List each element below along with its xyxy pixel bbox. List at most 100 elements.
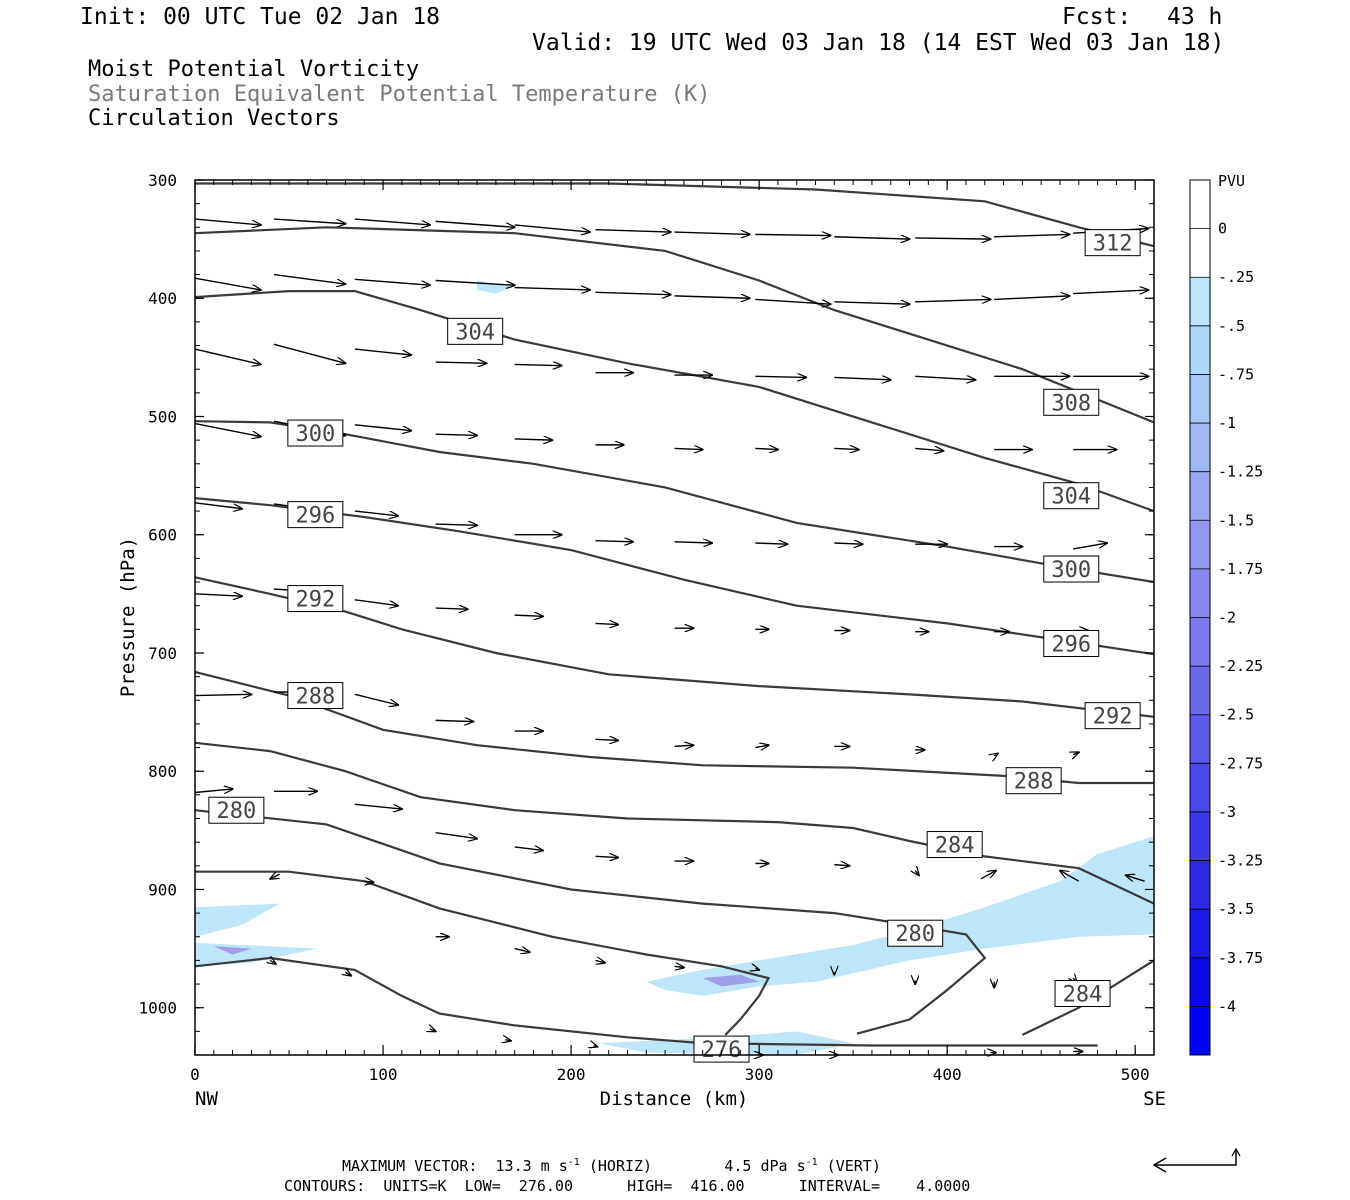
x-tick-label: 100 <box>369 1065 398 1084</box>
colorbar-label: -2.25 <box>1218 657 1263 675</box>
colorbar-label: -3 <box>1218 803 1236 821</box>
x-tick-label: 300 <box>745 1065 774 1084</box>
circulation-arrow <box>435 608 468 609</box>
colorbar-label: -2 <box>1218 609 1236 627</box>
circulation-arrow <box>595 541 634 542</box>
circulation-arrow <box>435 524 477 525</box>
max-vector-mid: (HORIZ) 4.5 dPa s <box>579 1157 806 1175</box>
circulation-arrow <box>834 302 909 304</box>
colorbar-swatch <box>1190 909 1210 959</box>
y-tick-label: 300 <box>148 171 177 190</box>
y-tick-label: 600 <box>148 526 177 545</box>
circulation-arrow <box>364 881 373 882</box>
contour-label-box <box>1043 482 1100 510</box>
contour-line-280 <box>194 809 987 1035</box>
circulation-arrow <box>595 230 671 232</box>
colorbar-label: -1 <box>1218 414 1236 432</box>
forecast-hours: 43 h <box>1167 4 1223 30</box>
contour-label-box <box>287 419 344 447</box>
contour-label-box <box>287 682 344 710</box>
contour-line-276 <box>195 870 771 1036</box>
circulation-arrow <box>514 364 562 365</box>
circulation-arrow <box>270 960 276 964</box>
circulation-arrow <box>435 434 477 435</box>
contour-label: 284 <box>1063 983 1103 1008</box>
circulation-arrow <box>595 739 619 740</box>
colorbar-swatch <box>1190 374 1210 424</box>
circulation-arrow <box>755 745 768 747</box>
colorbar-swatch <box>1190 1006 1210 1056</box>
contour-label: 312 <box>1093 232 1133 257</box>
circulation-arrow <box>194 348 261 364</box>
contour-label: 304 <box>1051 485 1091 510</box>
contour-label-box <box>208 796 265 824</box>
plot-frame <box>194 179 1155 1056</box>
contour-label-box <box>1054 980 1111 1008</box>
circulation-arrow <box>1073 290 1148 294</box>
circulation-arrow <box>915 299 990 301</box>
x-tick-label: 500 <box>1121 1065 1150 1084</box>
circulation-arrow <box>354 218 430 225</box>
circulation-arrow <box>994 753 998 755</box>
contour-label-box <box>287 585 344 613</box>
circulation-arrow <box>354 599 398 606</box>
circulation-arrow <box>514 439 553 440</box>
contour-label: 308 <box>1051 391 1091 416</box>
circulation-arrow <box>273 218 345 224</box>
colorbar-swatch <box>1190 520 1210 570</box>
circulation-arrow <box>674 745 694 746</box>
contour-label: 304 <box>455 320 495 345</box>
colorbar-title: PVU <box>1218 172 1245 190</box>
circulation-arrow <box>755 543 787 544</box>
colorbar-swatch <box>1190 568 1210 618</box>
circulation-arrow <box>755 234 830 235</box>
circulation-arrow <box>354 348 411 355</box>
circulation-arrow <box>505 1040 511 1041</box>
contour-label-box <box>1005 767 1062 795</box>
contour-label: 292 <box>295 588 335 613</box>
x-end-label-right: SE <box>1143 1088 1166 1110</box>
circulation-arrow <box>674 542 713 543</box>
circulation-arrow <box>435 220 515 227</box>
circulation-arrow <box>1126 875 1145 882</box>
x-tick-label: 0 <box>190 1065 200 1084</box>
mpv-shade-area <box>477 280 515 294</box>
contour-label-box <box>1084 702 1141 730</box>
contour-line-308 <box>194 226 1155 424</box>
title-theta-es: Saturation Equivalent Potential Temperat… <box>88 82 711 107</box>
circulation-arrow <box>194 218 261 225</box>
circulation-arrow <box>273 273 345 284</box>
circulation-arrow <box>834 448 858 449</box>
contour-label-box <box>1043 630 1100 658</box>
colorbar-label: -4 <box>1218 997 1236 1015</box>
circulation-arrow <box>270 874 279 879</box>
colorbar-swatch <box>1190 714 1210 764</box>
circulation-arrow <box>594 1046 598 1047</box>
circulation-arrow <box>514 949 530 953</box>
circulation-arrow <box>596 960 605 962</box>
pvu-colorbar: 0 -.25 -.5 -.75 -1 -1.25 -1.5 -1.75 -2 -2.25 -2.5 -… <box>1189 179 1263 1056</box>
max-vector-suffix: (VERT) <box>817 1157 881 1175</box>
colorbar-swatch <box>1190 666 1210 716</box>
axis-ticks: 300 400 500 600 700 800 900 1000 0 100 200 300 400 50… <box>138 171 1155 1084</box>
contour-label: 288 <box>1014 770 1054 795</box>
circulation-arrow <box>514 615 543 616</box>
contour-label: 280 <box>895 922 935 947</box>
contour-label: 280 <box>216 799 256 824</box>
circulation-arrow <box>755 448 778 449</box>
y-axis-label: Pressure (hPa) <box>117 537 139 697</box>
contour-label: 284 <box>935 834 975 859</box>
colorbar-swatch <box>1190 957 1210 1007</box>
contour-label: 292 <box>1093 705 1133 730</box>
contour-label: 296 <box>295 504 335 529</box>
circulation-arrow <box>834 377 890 379</box>
contour-line-bottom <box>194 956 1098 1047</box>
contour-line-284 <box>194 741 1155 905</box>
contour-label: 300 <box>1051 558 1091 583</box>
max-vector-exp1: -1 <box>567 1157 580 1168</box>
colorbar-swatch <box>1190 471 1210 521</box>
x-axis-label: Distance (km) <box>600 1088 749 1110</box>
max-vector-prefix: MAXIMUM VECTOR: 13.3 m s <box>342 1157 568 1175</box>
title-mpv: Moist Potential Vorticity <box>88 57 420 82</box>
circulation-arrow <box>435 362 487 363</box>
